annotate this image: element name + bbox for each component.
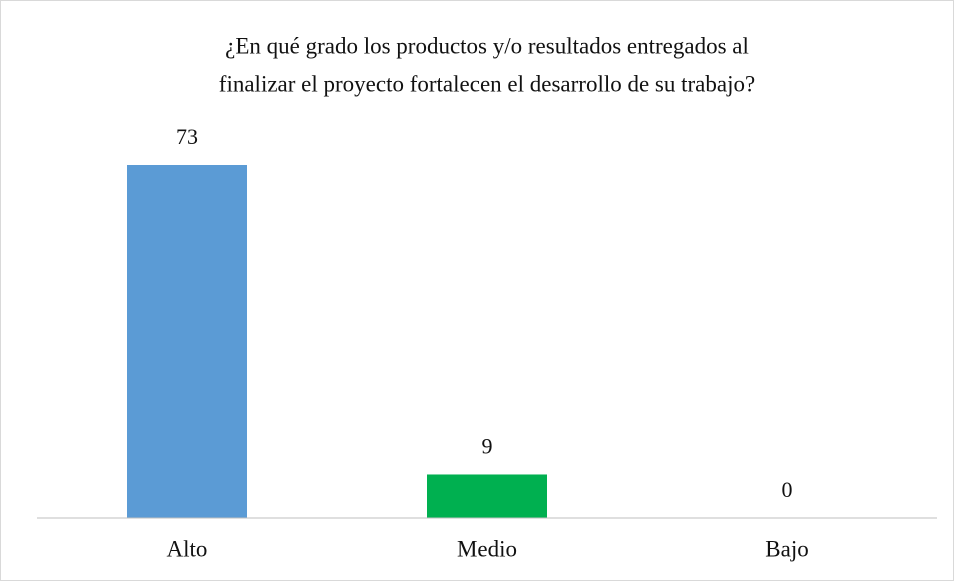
chart-title-line: finalizar el proyecto fortalecen el desa…: [219, 71, 755, 96]
data-label: 73: [176, 124, 198, 149]
data-label: 9: [482, 434, 493, 459]
chart-title-line: ¿En qué grado los productos y/o resultad…: [225, 33, 749, 58]
bar: [127, 165, 247, 518]
x-tick-label: Alto: [167, 536, 208, 561]
x-tick-label: Bajo: [765, 536, 808, 561]
bar: [427, 474, 547, 518]
data-label: 0: [782, 477, 793, 502]
x-tick-label: Medio: [457, 536, 517, 561]
